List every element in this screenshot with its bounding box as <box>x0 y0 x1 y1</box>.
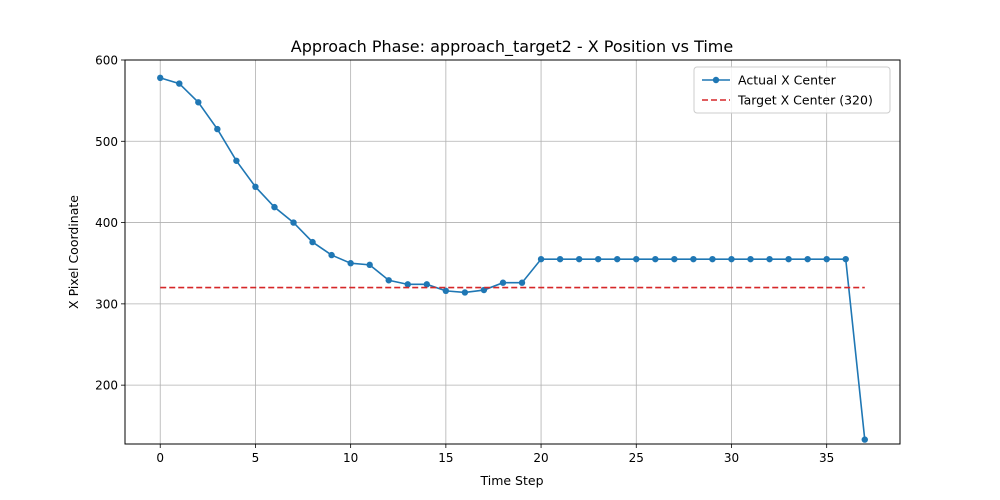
legend-label: Actual X Center <box>738 73 837 88</box>
data-point <box>823 255 830 263</box>
data-point <box>804 255 811 263</box>
grid <box>125 59 900 444</box>
data-point <box>747 255 754 263</box>
series-layer <box>157 74 868 443</box>
data-point <box>499 279 507 286</box>
data-point <box>728 255 735 263</box>
data-point <box>461 289 469 296</box>
data-point <box>233 157 240 164</box>
x-tick-label: 15 <box>438 451 453 465</box>
data-point <box>442 287 450 295</box>
data-point <box>328 251 335 259</box>
y-tick-label: 300 <box>95 297 118 311</box>
data-point <box>518 279 526 286</box>
data-point <box>176 80 183 87</box>
data-point <box>271 203 278 211</box>
data-point <box>556 255 564 263</box>
legend: Actual X Center Target X Center (320) <box>693 66 891 114</box>
chart-title: Approach Phase: approach_target2 - X Pos… <box>291 37 733 57</box>
data-point <box>385 277 392 284</box>
x-tick-label: 5 <box>252 451 260 465</box>
y-tick-label: 400 <box>95 216 118 230</box>
y-tick-label: 500 <box>95 135 118 149</box>
data-point <box>347 260 354 267</box>
data-point <box>252 183 259 191</box>
y-tick-label: 200 <box>95 379 118 393</box>
x-axis-label: Time Step <box>479 473 543 488</box>
data-point <box>652 255 659 263</box>
data-point <box>575 255 583 263</box>
data-point <box>671 255 678 263</box>
data-point <box>614 255 621 263</box>
data-point <box>842 255 849 263</box>
data-point <box>785 255 792 263</box>
x-tick-label: 25 <box>629 451 644 465</box>
y-axis-label: X Pixel Coordinate <box>66 195 81 309</box>
data-point <box>404 281 411 288</box>
data-point <box>690 255 697 263</box>
data-point <box>423 281 431 288</box>
data-point <box>537 255 545 263</box>
data-point <box>861 436 868 443</box>
data-point <box>480 286 488 294</box>
legend-box <box>693 66 891 114</box>
data-point <box>766 255 773 263</box>
y-tick-label: 600 <box>95 54 118 68</box>
data-point <box>290 219 297 226</box>
x-tick-label: 35 <box>819 451 834 465</box>
data-point <box>633 255 640 263</box>
plot-frame <box>124 59 901 445</box>
x-tick-label: 20 <box>533 451 548 465</box>
data-point <box>366 261 373 269</box>
data-point <box>157 74 164 82</box>
data-point <box>195 99 202 106</box>
legend-label: Target X Center (320) <box>737 93 873 108</box>
data-point <box>214 125 221 133</box>
ticks: 0 5 10 15 20 25 30 35 200 300 400 500 600 <box>95 54 834 466</box>
data-point <box>309 238 316 246</box>
x-tick-label: 30 <box>724 451 739 465</box>
legend-marker <box>712 76 720 84</box>
data-point <box>709 255 716 263</box>
x-tick-label: 10 <box>343 451 358 465</box>
data-point <box>594 255 602 263</box>
x-tick-label: 0 <box>156 451 164 465</box>
